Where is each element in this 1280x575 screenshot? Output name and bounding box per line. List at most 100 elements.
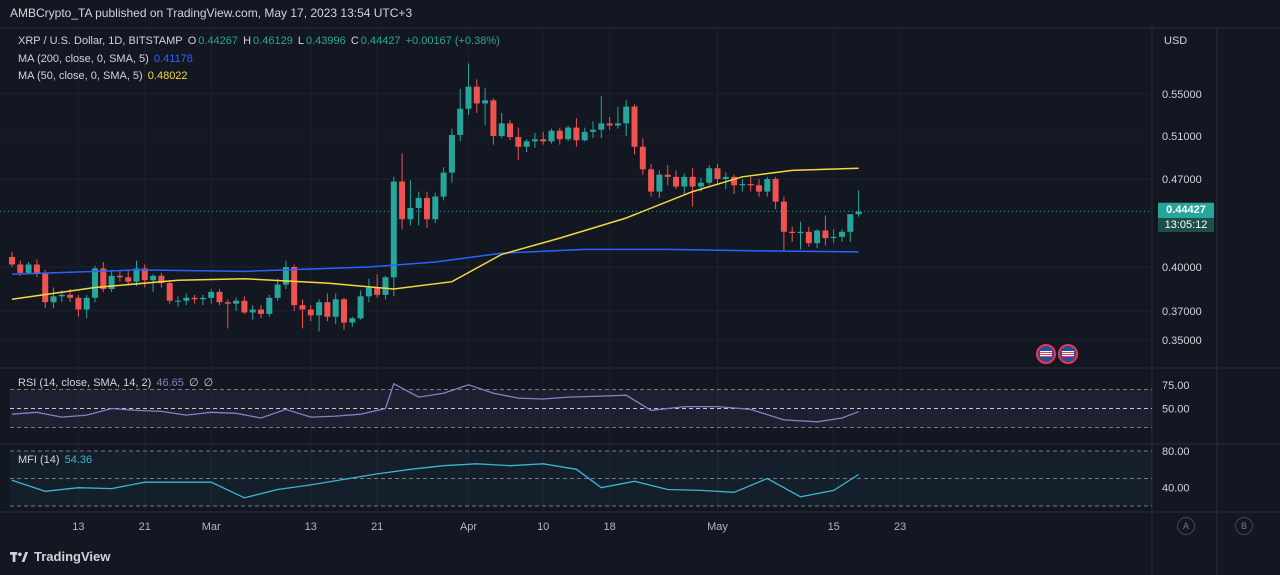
candle-body xyxy=(805,231,812,244)
candle-body xyxy=(498,123,505,136)
candle-body xyxy=(415,197,422,208)
tradingview-logo-icon xyxy=(10,551,28,562)
publish-info: AMBCrypto_TA published on TradingView.co… xyxy=(10,6,413,20)
legend-ma50-value: 0.48022 xyxy=(147,70,188,82)
legend-rsi-extra1: ∅ xyxy=(188,377,199,389)
candle-body xyxy=(581,131,588,141)
candle-body xyxy=(282,267,289,285)
candle-body xyxy=(42,272,49,303)
last-price-value: 0.44427 xyxy=(1158,203,1214,218)
time-tick-label: Apr xyxy=(460,521,477,533)
candle-body xyxy=(58,294,65,297)
mfi-tick-label: 80.00 xyxy=(1162,446,1190,458)
last-price-tag: 0.44427 13:05:12 xyxy=(1158,202,1214,232)
candle-body xyxy=(249,309,256,313)
candle-body xyxy=(722,176,729,179)
time-tick-label: 21 xyxy=(139,521,151,533)
time-tick-label: 13 xyxy=(72,521,84,533)
candle-body xyxy=(714,168,721,179)
legend-mfi: MFI (14) 54.36 xyxy=(18,454,94,466)
candle-body xyxy=(839,231,845,237)
tradingview-footer[interactable]: TradingView xyxy=(10,549,110,564)
candle-body xyxy=(797,231,804,234)
candle-body xyxy=(648,169,655,192)
candle-body xyxy=(465,86,472,109)
legend-o-label: O xyxy=(187,35,197,47)
candle-body xyxy=(108,275,115,289)
candle-body xyxy=(697,182,704,187)
candle-body xyxy=(639,146,646,170)
legend-close: 0.44427 xyxy=(360,35,401,47)
time-tick-label: Mar xyxy=(202,521,221,533)
candle-body xyxy=(531,139,538,142)
time-tick-label: 15 xyxy=(828,521,840,533)
candle-body xyxy=(183,297,190,301)
candle-body xyxy=(233,300,240,304)
time-tick-label: 18 xyxy=(603,521,615,533)
legend-low: 0.43996 xyxy=(306,35,346,47)
legend-rsi-extra2: ∅ xyxy=(203,377,214,389)
candle-body xyxy=(357,296,364,319)
legend-l-label: L xyxy=(297,35,304,47)
candle-body xyxy=(764,179,771,192)
candle-body xyxy=(332,299,339,317)
auto-scale-button[interactable]: A xyxy=(1177,517,1195,535)
legend-ma50: MA (50, close, 0, SMA, 5) 0.48022 xyxy=(18,70,190,82)
legend-ma200: MA (200, close, 0, SMA, 5) 0.41178 xyxy=(18,53,195,65)
candle-body xyxy=(100,268,107,289)
candle-body xyxy=(9,256,15,265)
candle-body xyxy=(116,275,123,278)
candle-body xyxy=(258,309,264,314)
legend-ma50-label: MA (50, close, 0, SMA, 5) xyxy=(18,70,143,82)
candle-body xyxy=(50,296,57,303)
us-flag-event-icon[interactable] xyxy=(1036,344,1056,364)
candle-body xyxy=(814,230,821,244)
candle-body xyxy=(747,184,754,186)
legend-rsi-label: RSI (14, close, SMA, 14, 2) xyxy=(18,377,152,389)
candle-body xyxy=(780,201,787,232)
candle-body xyxy=(25,264,32,273)
legend-ma200-value: 0.41178 xyxy=(153,53,193,65)
price-tick-label: 0.35000 xyxy=(1162,335,1202,347)
candle-body xyxy=(399,181,406,220)
candle-body xyxy=(565,127,572,140)
rsi-tick-label: 50.00 xyxy=(1162,404,1190,416)
candle-body xyxy=(789,231,796,234)
legend-change: +0.00167 (+0.38%) xyxy=(405,35,500,47)
candle-body xyxy=(656,174,663,192)
candle-body xyxy=(125,277,132,282)
candle-body xyxy=(548,130,555,142)
candle-body xyxy=(623,106,630,124)
candle-body xyxy=(241,300,248,313)
legend-mfi-label: MFI (14) xyxy=(18,454,60,466)
candle-body xyxy=(266,297,273,314)
candle-body xyxy=(614,123,621,126)
us-flag-event-icon[interactable] xyxy=(1058,344,1078,364)
candle-body xyxy=(274,284,281,298)
candle-body xyxy=(606,123,613,126)
candle-body xyxy=(664,174,671,177)
candle-body xyxy=(191,297,198,300)
candle-body xyxy=(689,176,696,187)
candle-body xyxy=(424,197,430,220)
candle-body xyxy=(573,127,580,141)
candle-body xyxy=(349,318,356,323)
candle-body xyxy=(598,123,605,130)
legend-symbol: XRP / U.S. Dollar, 1D, BITSTAMP xyxy=(18,35,183,47)
candle-body xyxy=(756,185,762,192)
candle-body xyxy=(92,268,98,298)
candle-body xyxy=(473,86,480,104)
candle-body xyxy=(407,207,414,220)
time-tick-label: 21 xyxy=(371,521,383,533)
price-tick-label: 0.51000 xyxy=(1162,131,1202,143)
candle-body xyxy=(150,275,157,281)
candle-body xyxy=(199,297,206,300)
back-to-realtime-button[interactable]: B xyxy=(1235,517,1253,535)
candle-body xyxy=(681,176,688,187)
candle-body xyxy=(830,236,837,239)
candle-body xyxy=(540,139,547,142)
candle-body xyxy=(590,129,596,132)
time-tick-label: 10 xyxy=(537,521,549,533)
price-tick-label: 0.40000 xyxy=(1162,262,1202,274)
